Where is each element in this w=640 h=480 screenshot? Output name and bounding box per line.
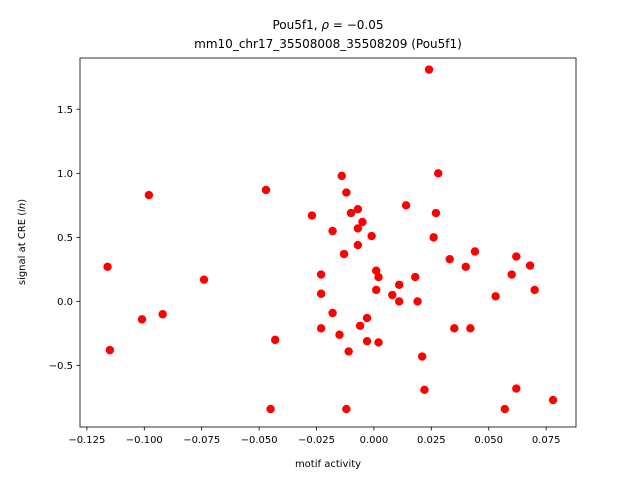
- data-point: [353, 224, 363, 233]
- x-tick-label: −0.075: [183, 435, 220, 446]
- y-axis-ticks: −0.5 0.0 0.5 1.0 1.5: [49, 105, 80, 372]
- data-point: [372, 285, 381, 295]
- data-point: [512, 252, 521, 261]
- data-point: [270, 335, 280, 345]
- data-point: [401, 201, 411, 210]
- data-point: [374, 338, 383, 347]
- data-point: [429, 233, 438, 242]
- x-tick-label: −0.050: [241, 435, 278, 446]
- data-point: [394, 280, 404, 289]
- data-point: [424, 65, 434, 74]
- data-point: [103, 262, 112, 272]
- chart-title-line2: mm10_chr17_35508008_35508209 (Pou5f1): [194, 37, 462, 51]
- data-points: [103, 65, 558, 414]
- x-axis-ticks: −0.125 −0.100 −0.075 −0.050 −0.025 0.000 0.025…: [68, 427, 560, 446]
- x-tick-label: −0.100: [126, 435, 163, 446]
- data-point: [394, 297, 404, 306]
- data-point: [362, 313, 372, 323]
- data-point: [461, 262, 470, 272]
- data-point: [266, 404, 275, 414]
- x-tick-label: 0.000: [360, 435, 389, 446]
- data-point: [199, 275, 209, 284]
- plot-area: [79, 57, 577, 428]
- y-axis-label: signal at CRE (ln): [17, 199, 28, 285]
- x-tick-label: 0.050: [474, 435, 503, 446]
- data-point: [328, 226, 337, 236]
- data-point: [316, 324, 326, 333]
- data-point: [144, 190, 154, 200]
- data-point: [337, 171, 346, 181]
- data-point: [342, 188, 351, 197]
- y-tick-label: 1.5: [57, 105, 73, 116]
- data-point: [413, 297, 422, 306]
- data-point: [530, 285, 539, 295]
- data-point: [367, 231, 376, 241]
- data-point: [374, 272, 383, 282]
- x-tick-label: −0.125: [68, 435, 105, 446]
- data-point: [353, 204, 363, 214]
- data-point: [417, 352, 427, 361]
- y-tick-label: 1.0: [57, 169, 73, 180]
- data-point: [316, 270, 326, 279]
- data-point: [335, 330, 344, 339]
- data-point: [346, 208, 356, 218]
- data-point: [372, 266, 381, 275]
- data-point: [470, 247, 480, 256]
- data-point: [434, 169, 443, 178]
- data-point: [137, 315, 147, 324]
- data-point: [507, 270, 516, 279]
- data-point: [500, 404, 510, 414]
- data-point: [388, 290, 397, 300]
- data-point: [445, 254, 454, 264]
- x-tick-label: −0.025: [298, 435, 335, 446]
- data-point: [355, 321, 365, 330]
- data-point: [420, 385, 429, 395]
- x-axis-label: motif activity: [295, 459, 361, 470]
- data-point: [261, 185, 271, 195]
- x-tick-label: 0.075: [532, 435, 561, 446]
- data-point: [105, 345, 115, 355]
- data-point: [548, 395, 558, 405]
- data-point: [339, 249, 349, 259]
- data-point: [491, 292, 500, 301]
- data-point: [316, 289, 326, 298]
- data-point: [512, 384, 521, 393]
- data-point: [466, 324, 475, 333]
- data-point: [158, 310, 167, 319]
- data-point: [431, 208, 441, 218]
- data-point: [328, 308, 337, 318]
- data-point: [353, 240, 363, 250]
- data-point: [362, 336, 372, 346]
- chart-title-line1: Pou5f1, ρ = −0.05: [273, 18, 384, 32]
- y-tick-label: −0.5: [49, 361, 73, 372]
- data-point: [358, 217, 367, 227]
- axes-frame: [79, 57, 577, 428]
- data-point: [344, 347, 353, 356]
- data-point: [525, 261, 535, 270]
- y-tick-label: 0.0: [57, 297, 73, 308]
- y-tick-label: 0.5: [57, 233, 73, 244]
- data-point: [307, 211, 317, 220]
- data-point: [450, 324, 459, 333]
- data-point: [342, 404, 351, 414]
- x-tick-label: 0.025: [417, 435, 446, 446]
- data-point: [411, 272, 420, 282]
